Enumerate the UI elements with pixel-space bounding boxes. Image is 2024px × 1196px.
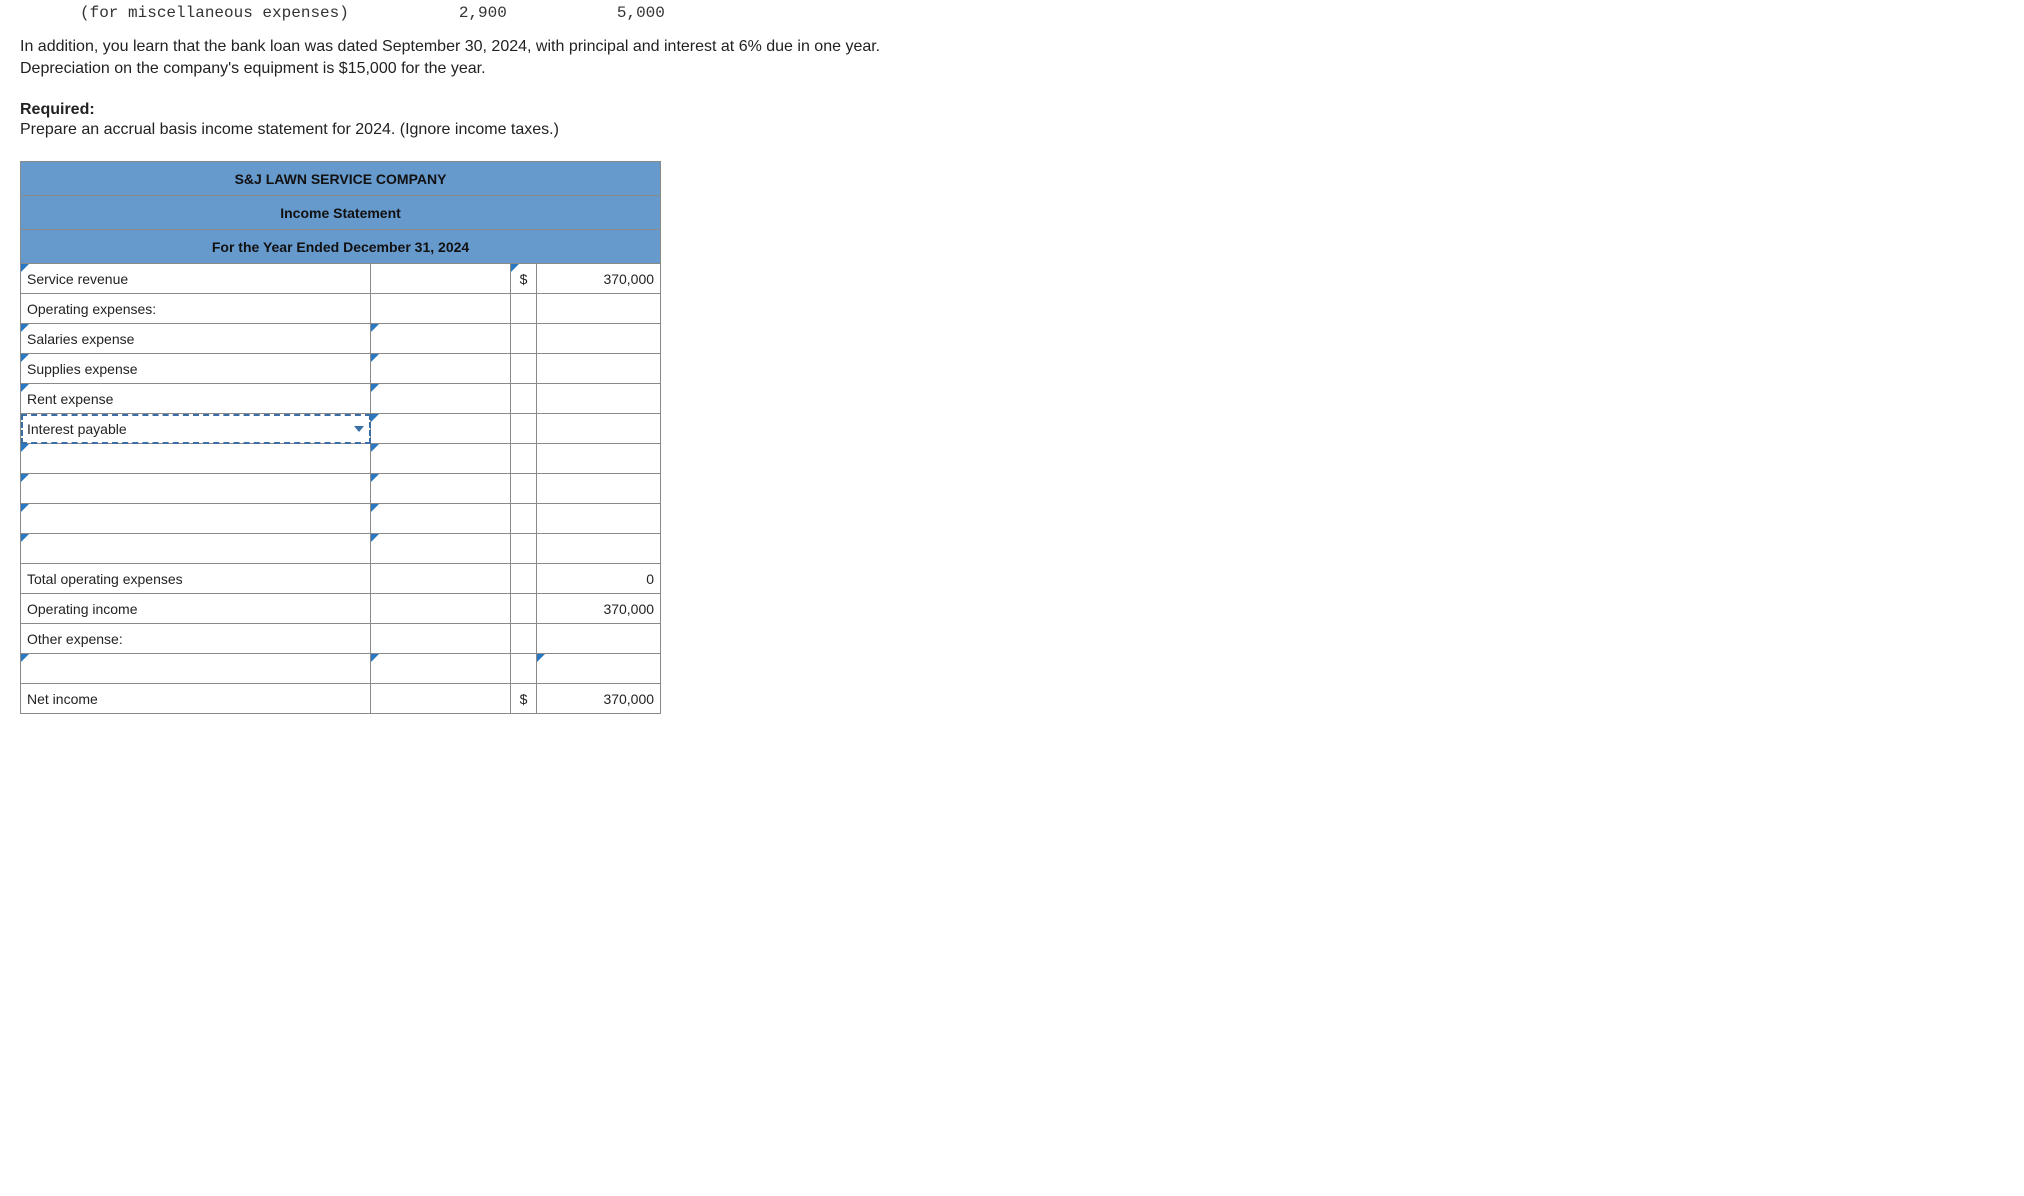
cell-empty[interactable] <box>371 264 511 294</box>
cell-empty[interactable] <box>371 594 511 624</box>
row-total-opex: Total operating expenses 0 <box>21 564 661 594</box>
cell-supplies-mid[interactable] <box>371 354 511 384</box>
cell-net-income-sym: $ <box>511 684 537 714</box>
cell-operating-income-label: Operating income <box>21 594 371 624</box>
statement-period: For the Year Ended December 31, 2024 <box>21 230 661 264</box>
cell-empty[interactable] <box>537 294 661 324</box>
cell-empty[interactable] <box>537 624 661 654</box>
company-header: S&J LAWN SERVICE COMPANY <box>21 162 661 196</box>
intro-line-1: In addition, you learn that the bank loa… <box>20 38 880 55</box>
cell-service-revenue-val[interactable]: 370,000 <box>537 264 661 294</box>
cell-empty[interactable] <box>537 444 661 474</box>
cell-empty <box>511 624 537 654</box>
cell-empty[interactable] <box>537 354 661 384</box>
row-operating-income: Operating income 370,000 <box>21 594 661 624</box>
cell-operating-income-val: 370,000 <box>537 594 661 624</box>
cell-empty[interactable] <box>537 384 661 414</box>
cell-salaries-mid[interactable] <box>371 324 511 354</box>
partial-row-cutoff: (for miscellaneous expenses) 2,900 5,000 <box>20 0 2004 30</box>
cell-empty <box>511 594 537 624</box>
cell-empty <box>511 444 537 474</box>
cell-net-income-label: Net income <box>21 684 371 714</box>
cell-other-expense-label[interactable] <box>21 654 371 684</box>
cell-empty[interactable] <box>371 684 511 714</box>
cell-opex-header: Operating expenses: <box>21 294 371 324</box>
cell-other-expense-mid[interactable] <box>371 654 511 684</box>
row-operating-expenses-header: Operating expenses: <box>21 294 661 324</box>
cell-empty <box>511 474 537 504</box>
cell-empty <box>511 654 537 684</box>
row-empty-expense-4 <box>21 534 661 564</box>
cell-empty <box>511 384 537 414</box>
intro-line-2: Depreciation on the company's equipment … <box>20 60 486 77</box>
row-empty-expense-2 <box>21 474 661 504</box>
row-rent: Rent expense <box>21 384 661 414</box>
cell-empty[interactable] <box>537 534 661 564</box>
cell-empty <box>511 294 537 324</box>
cell-empty[interactable] <box>537 504 661 534</box>
row-other-expense-header: Other expense: <box>21 624 661 654</box>
cell-interest-payable-dropdown[interactable]: Interest payable <box>21 414 371 444</box>
cell-empty-label[interactable] <box>21 504 371 534</box>
cell-service-revenue-sym: $ <box>511 264 537 294</box>
income-statement-table: S&J LAWN SERVICE COMPANY Income Statemen… <box>20 161 661 714</box>
cell-total-opex-label: Total operating expenses <box>21 564 371 594</box>
required-text: Prepare an accrual basis income statemen… <box>20 121 2004 139</box>
cell-total-opex-val: 0 <box>537 564 661 594</box>
cell-net-income-val: 370,000 <box>537 684 661 714</box>
cell-empty[interactable] <box>371 624 511 654</box>
cell-other-expense-val[interactable] <box>537 654 661 684</box>
cell-empty <box>511 564 537 594</box>
cell-other-expense-header: Other expense: <box>21 624 371 654</box>
row-empty-expense-3 <box>21 504 661 534</box>
cutoff-value-2: 5,000 <box>617 4 665 22</box>
cell-empty <box>511 324 537 354</box>
cell-empty-mid[interactable] <box>371 504 511 534</box>
cell-empty-mid[interactable] <box>371 534 511 564</box>
cell-empty <box>511 414 537 444</box>
cell-empty[interactable] <box>371 294 511 324</box>
cell-salaries-label[interactable]: Salaries expense <box>21 324 371 354</box>
cell-empty-label[interactable] <box>21 474 371 504</box>
cell-empty-mid[interactable] <box>371 474 511 504</box>
row-interest-payable: Interest payable <box>21 414 661 444</box>
cell-empty <box>511 534 537 564</box>
required-label: Required: <box>20 101 2004 119</box>
cell-empty <box>511 354 537 384</box>
cell-empty[interactable] <box>371 564 511 594</box>
cell-empty-label[interactable] <box>21 534 371 564</box>
cutoff-value-1: 2,900 <box>459 4 507 22</box>
row-service-revenue: Service revenue $ 370,000 <box>21 264 661 294</box>
required-block: Required: Prepare an accrual basis incom… <box>20 101 2004 139</box>
row-empty-expense-1 <box>21 444 661 474</box>
cell-interest-payable-mid[interactable] <box>371 414 511 444</box>
cell-empty[interactable] <box>537 474 661 504</box>
cell-service-revenue-label[interactable]: Service revenue <box>21 264 371 294</box>
cell-empty-mid[interactable] <box>371 444 511 474</box>
cell-rent-mid[interactable] <box>371 384 511 414</box>
statement-title: Income Statement <box>21 196 661 230</box>
row-net-income: Net income $ 370,000 <box>21 684 661 714</box>
cell-rent-label[interactable]: Rent expense <box>21 384 371 414</box>
cell-empty[interactable] <box>537 324 661 354</box>
row-supplies: Supplies expense <box>21 354 661 384</box>
cell-supplies-label[interactable]: Supplies expense <box>21 354 371 384</box>
cutoff-label: (for miscellaneous expenses) <box>80 4 349 22</box>
intro-paragraph: In addition, you learn that the bank loa… <box>20 36 2004 79</box>
cell-empty <box>511 504 537 534</box>
row-other-expense-entry <box>21 654 661 684</box>
row-salaries: Salaries expense <box>21 324 661 354</box>
cell-empty-label[interactable] <box>21 444 371 474</box>
cell-empty[interactable] <box>537 414 661 444</box>
